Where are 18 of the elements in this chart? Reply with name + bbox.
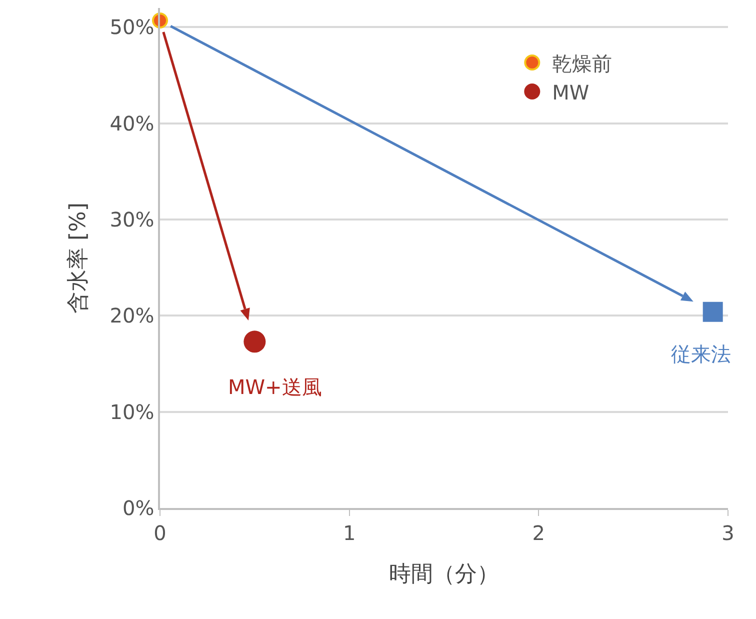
legend-label: 乾燥前 [552,51,612,76]
point [244,330,266,353]
y-tick-label: 30% [110,208,154,232]
annotation: MW+送風 [228,375,322,399]
y-tick-label: 40% [110,111,154,136]
series-label: 従来法 [671,342,731,366]
y-tick-label: 50% [110,15,154,40]
y-axis-title: 含水率 [%] [66,202,92,314]
y-tick-label: 0% [122,496,154,520]
x-axis-title: 時間（分） [389,562,499,588]
y-tick-label: 10% [110,400,154,424]
legend-label: MW [552,80,590,104]
point [702,302,723,322]
x-tick-label: 2 [532,520,546,545]
y-tick-label: 20% [110,304,154,328]
x-tick-label: 3 [722,520,734,545]
x-tick-label: 1 [342,520,356,545]
x-tick-label: 0 [154,520,166,545]
